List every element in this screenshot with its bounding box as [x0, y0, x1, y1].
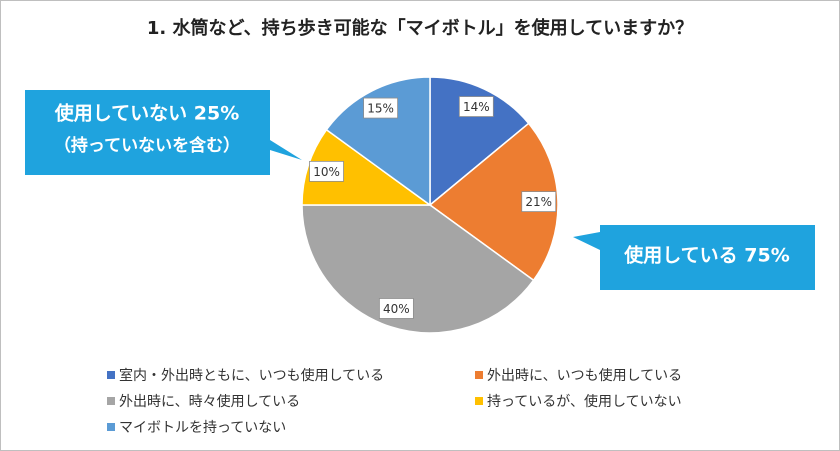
- data-label: 15%: [367, 102, 394, 116]
- legend-swatch: [107, 397, 115, 405]
- pie-slice: [429, 76, 530, 207]
- legend-swatch: [475, 371, 483, 379]
- legend-swatch: [107, 423, 115, 431]
- data-label: 14%: [463, 100, 490, 114]
- legend-label: マイボトルを持っていない: [119, 420, 286, 436]
- legend-label: 外出時に、時々使用している: [119, 393, 300, 410]
- data-label-box: [521, 191, 557, 212]
- data-label-box: [309, 160, 344, 182]
- pie-slice: [301, 128, 433, 206]
- callout-box: [573, 225, 815, 290]
- data-label-box: [378, 298, 414, 319]
- pie-slice: [428, 122, 559, 282]
- legend-swatch: [107, 371, 115, 379]
- pie-slice: [301, 204, 535, 334]
- callout-text: 使用していない 25%: [54, 103, 240, 125]
- data-label: 40%: [383, 302, 410, 316]
- chart-title: 1. 水筒など、持ち歩き可能な「マイボトル」を使用していますか？: [147, 17, 693, 39]
- data-label-box: [458, 96, 494, 117]
- data-label-box: [363, 97, 399, 119]
- legend-label: 外出時に、いつも使用している: [487, 367, 682, 384]
- legend-label: 持っているが、使用していない: [487, 393, 682, 410]
- callout-text: 使用している 75%: [623, 245, 790, 267]
- data-label: 10%: [313, 165, 340, 179]
- callout-text: （持っていないを含む）: [54, 135, 240, 156]
- legend-swatch: [475, 397, 483, 405]
- callout-box: [25, 90, 302, 175]
- data-label: 21%: [525, 195, 552, 209]
- pie-slice: [325, 76, 431, 207]
- legend-label: 室内・外出時ともに、いつも使用している: [119, 367, 384, 384]
